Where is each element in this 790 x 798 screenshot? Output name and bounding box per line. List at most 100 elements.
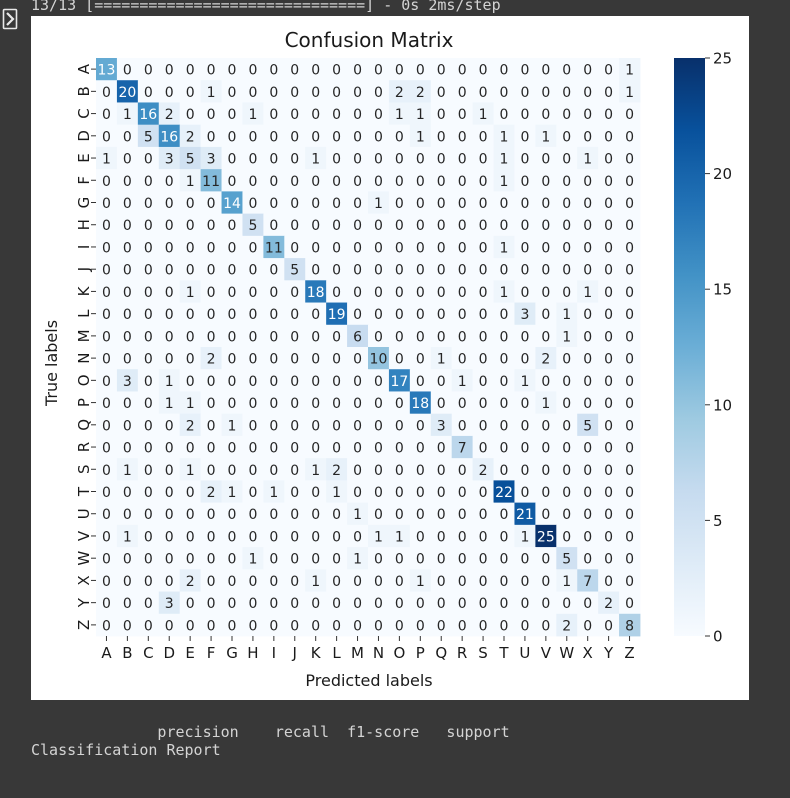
heatmap-cell: [619, 102, 641, 126]
heatmap-cell: [451, 547, 474, 570]
heatmap-cell: [158, 569, 181, 592]
x-tick-label: Q: [435, 644, 447, 662]
heatmap-cell-value: 0: [165, 240, 174, 256]
heatmap-cell: [535, 458, 557, 481]
heatmap-cell-value: 0: [583, 552, 592, 568]
heatmap-cell-value: 0: [520, 329, 529, 345]
heatmap-cell-value: 0: [165, 552, 174, 568]
heatmap-cell: [493, 547, 515, 570]
heatmap-cell: [619, 413, 641, 437]
heatmap-cell: [284, 280, 306, 303]
heatmap-cell: [388, 547, 411, 570]
heatmap-cell: [472, 480, 494, 504]
heatmap-cell-value: 0: [374, 618, 383, 634]
heatmap-cell: [158, 102, 181, 126]
heatmap-cell-value: 0: [625, 396, 634, 412]
heatmap-cell-value: 0: [562, 196, 571, 212]
heatmap-cell-value: 0: [395, 574, 404, 590]
heatmap-cell-value: 0: [332, 418, 341, 434]
heatmap-cell-value: 17: [390, 374, 408, 390]
heatmap-cell-value: 0: [144, 263, 153, 279]
heatmap-cell-value: 0: [248, 129, 257, 145]
heatmap-cell: [137, 124, 160, 148]
heatmap-cell: [535, 569, 557, 592]
heatmap-cell: [430, 58, 453, 81]
heatmap-cell-value: 0: [207, 529, 216, 545]
heatmap-cell: [137, 502, 160, 526]
heatmap-cell: [430, 413, 453, 437]
heatmap-cell: [305, 347, 327, 370]
heatmap-cell-value: 25: [537, 529, 555, 545]
heatmap-cell: [116, 435, 139, 459]
heatmap-cell: [96, 480, 118, 504]
heatmap-cell-value: 0: [248, 63, 257, 79]
collapse-output-icon[interactable]: [2, 8, 18, 30]
heatmap-cell-value: 0: [102, 507, 111, 523]
heatmap-cell-value: 0: [353, 263, 362, 279]
heatmap-cell: [179, 302, 202, 326]
heatmap-cell-value: 0: [144, 374, 153, 390]
heatmap-cell: [451, 324, 474, 348]
heatmap-cell-value: 0: [458, 596, 467, 612]
heatmap-cell-value: 0: [353, 352, 362, 368]
x-tick-label: Z: [624, 644, 634, 662]
heatmap-cell-value: 0: [123, 263, 132, 279]
heatmap-cell-value: 0: [562, 396, 571, 412]
heatmap-cell-value: 0: [269, 441, 278, 457]
heatmap-cell: [347, 58, 369, 81]
heatmap-cell: [263, 413, 285, 437]
heatmap-cell-value: 0: [562, 596, 571, 612]
y-tick-label: D: [75, 130, 93, 142]
heatmap-cell-value: 0: [395, 352, 404, 368]
heatmap-cell: [493, 302, 515, 326]
heatmap-cell: [577, 213, 599, 237]
heatmap-cell-value: 0: [207, 329, 216, 345]
heatmap-cell-value: 0: [311, 441, 320, 457]
heatmap-cell: [368, 391, 390, 415]
heatmap-cell: [556, 258, 578, 281]
heatmap-cell-value: 0: [123, 329, 132, 345]
heatmap-cell-value: 3: [123, 374, 132, 390]
heatmap-cell: [326, 235, 348, 259]
x-tick-label: X: [583, 644, 593, 662]
heatmap-cell: [472, 235, 494, 259]
heatmap-cell: [514, 191, 536, 215]
heatmap-cell: [409, 502, 432, 526]
heatmap-cell: [430, 347, 453, 370]
heatmap-cell: [535, 324, 557, 348]
heatmap-cell: [388, 502, 411, 526]
heatmap-cell-value: 1: [269, 485, 278, 501]
heatmap-cell-value: 0: [604, 507, 613, 523]
heatmap-cell: [284, 569, 306, 592]
heatmap-cell: [388, 302, 411, 326]
heatmap-cell-value: 0: [583, 196, 592, 212]
heatmap-cell: [242, 413, 264, 437]
heatmap-cell: [514, 480, 536, 504]
x-tick-label: G: [226, 644, 238, 662]
heatmap-cell: [409, 102, 432, 126]
heatmap-cell-value: 2: [186, 574, 195, 590]
heatmap-cell: [221, 435, 243, 459]
heatmap-cell: [472, 502, 494, 526]
heatmap-cell-value: 0: [541, 596, 550, 612]
heatmap-cell-value: 0: [500, 529, 509, 545]
heatmap-cell: [535, 146, 557, 170]
heatmap-cell-value: 0: [144, 552, 153, 568]
heatmap-cell: [409, 480, 432, 504]
heatmap-cell-value: 0: [500, 618, 509, 634]
heatmap-cell: [305, 280, 327, 303]
heatmap-cell: [158, 480, 181, 504]
heatmap-cell: [263, 191, 285, 215]
y-tick-label: K: [75, 285, 93, 296]
heatmap-cell: [284, 480, 306, 504]
heatmap-cell-value: 1: [228, 418, 237, 434]
heatmap-cell-value: 0: [395, 618, 404, 634]
heatmap-cell-value: 1: [186, 463, 195, 479]
heatmap-cell-value: 1: [186, 285, 195, 301]
heatmap-cell: [430, 547, 453, 570]
heatmap-cell-value: 0: [269, 352, 278, 368]
heatmap-cell-value: 0: [416, 240, 425, 256]
heatmap-cell: [326, 146, 348, 170]
heatmap-cell: [116, 613, 139, 637]
heatmap-cell-value: 0: [123, 396, 132, 412]
